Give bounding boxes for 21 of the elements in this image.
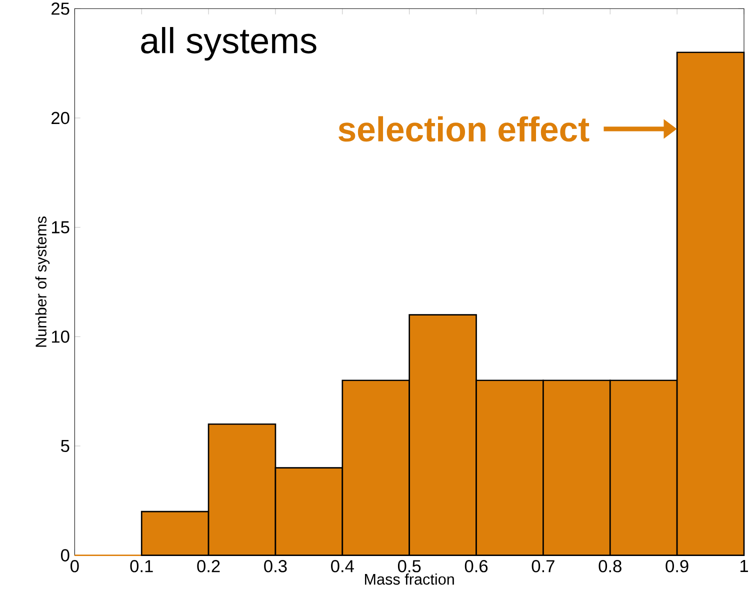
annotation: all systems: [141, 27, 316, 61]
x-tick-label: 0.3: [264, 560, 287, 572]
x-tick-label: 0.5: [398, 560, 421, 572]
y-axis-title: Number of systems: [35, 216, 50, 347]
y-tick-label: 20: [52, 112, 70, 124]
y-tick-label: 15: [52, 221, 70, 234]
x-tick-label: 0.8: [598, 560, 622, 572]
x-tick-label: 0.2: [197, 560, 220, 572]
x-tick-label: 0: [70, 560, 79, 572]
x-axis-title: Mass fraction: [365, 573, 454, 585]
annotation: selection effect: [338, 116, 590, 142]
x-tick-label: 0.1: [130, 560, 153, 572]
y-tick-label: 25: [52, 2, 70, 15]
y-tick-label: 10: [52, 330, 70, 343]
y-tick-label: 5: [61, 440, 70, 452]
x-tick-label: 0.4: [331, 560, 354, 572]
y-tick-label: 0: [60, 549, 70, 562]
x-tick-label: 0.9: [666, 560, 688, 572]
x-tick-label: 0.6: [464, 560, 488, 572]
x-tick-label: 0.7: [532, 560, 554, 572]
x-tick-label: 1: [740, 560, 748, 572]
